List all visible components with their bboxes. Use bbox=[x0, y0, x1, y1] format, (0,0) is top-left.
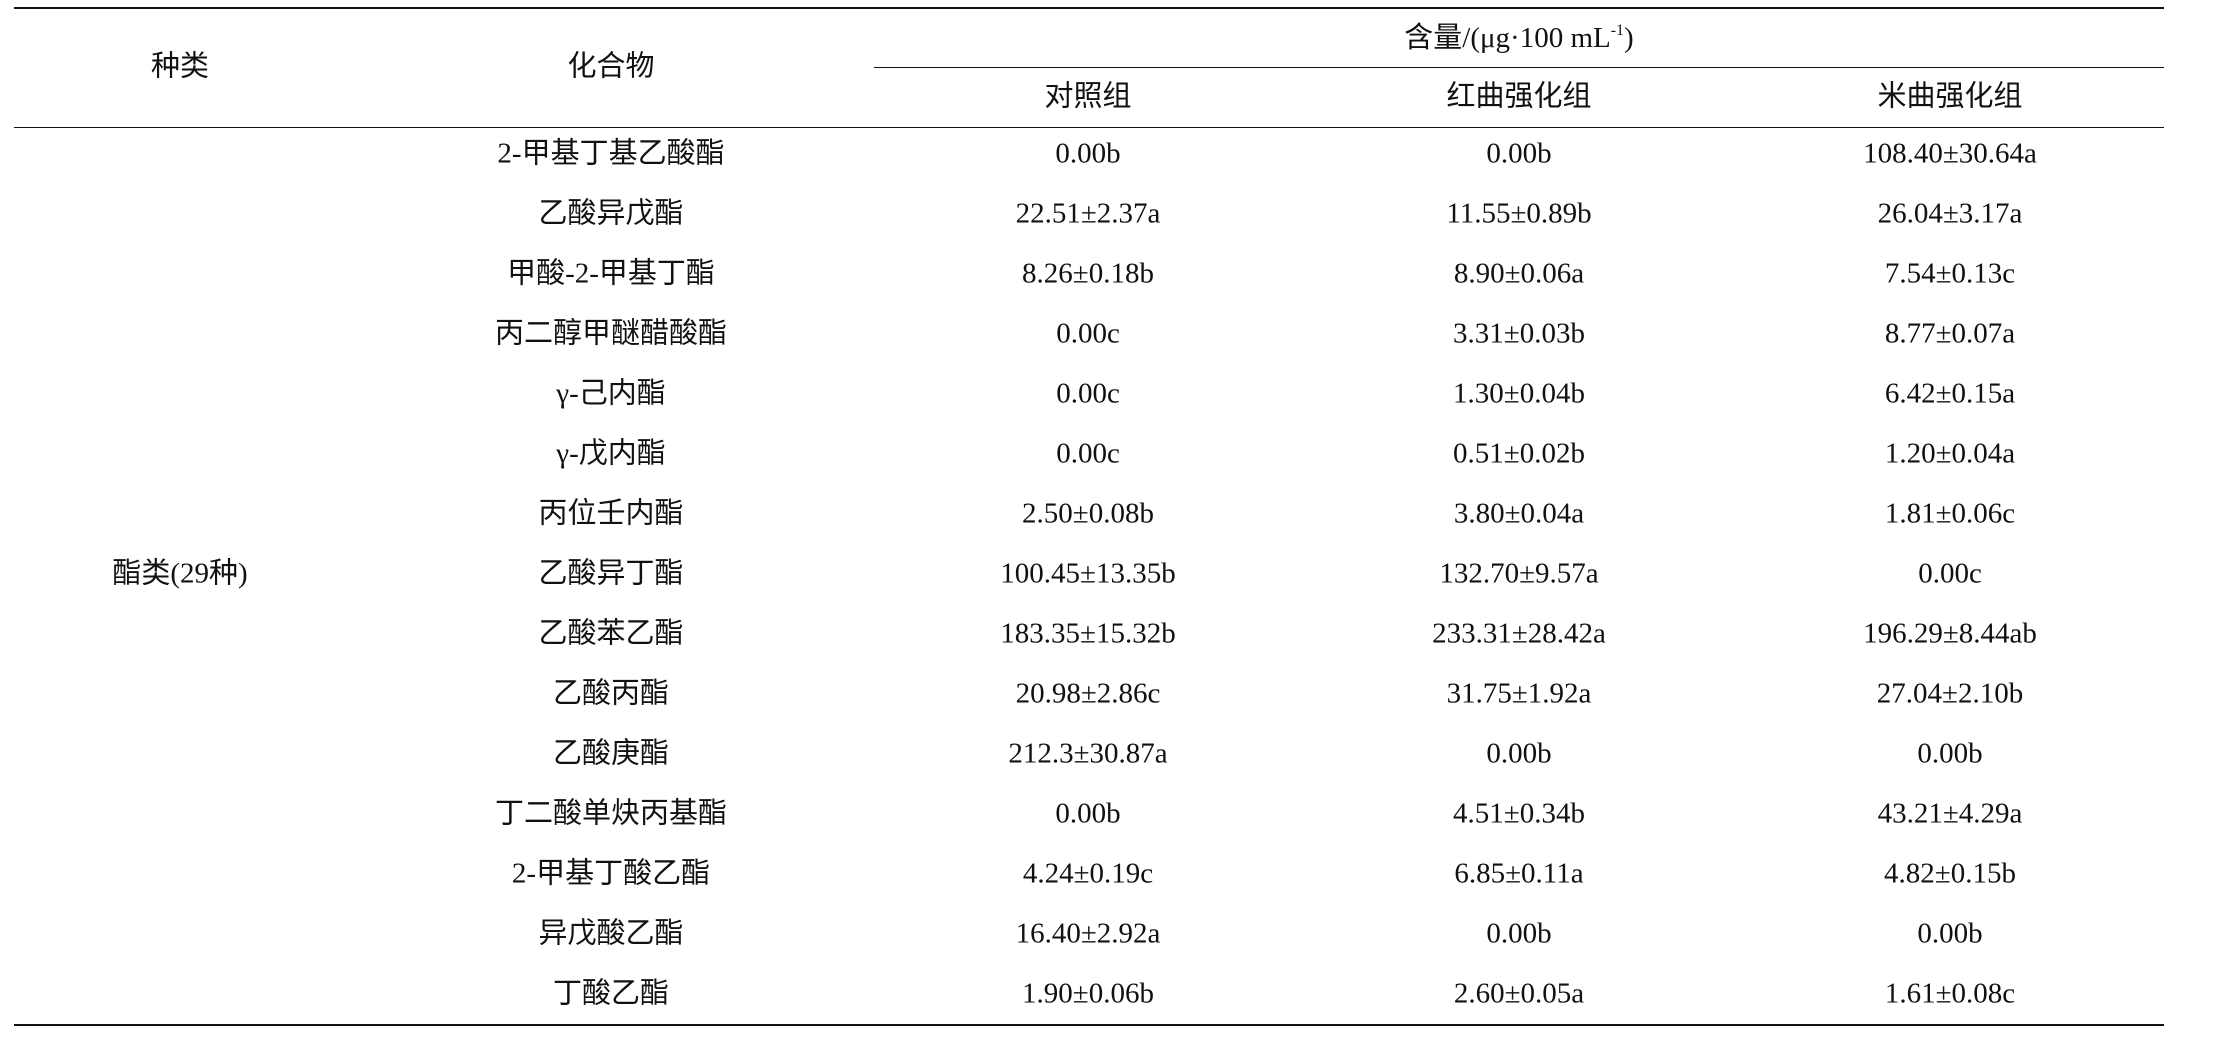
value-cell: 1.61±0.08c bbox=[1884, 977, 2016, 1010]
value-cell: 20.98±2.86c bbox=[1015, 677, 1161, 710]
value-cell: 0.00b bbox=[1917, 917, 1983, 950]
value-cell: 212.3±30.87a bbox=[1008, 737, 1168, 770]
compound-cell: 乙酸异丁酯 bbox=[538, 557, 684, 590]
value-cell: 16.40±2.92a bbox=[1015, 917, 1161, 950]
value-cell: 6.42±0.15a bbox=[1884, 377, 2016, 410]
group-header: 对照组 bbox=[1044, 80, 1132, 113]
value-cell: 2.50±0.08b bbox=[1022, 497, 1154, 530]
value-cell: 22.51±2.37a bbox=[1015, 197, 1161, 230]
value-cell: 31.75±1.92a bbox=[1446, 677, 1592, 710]
value-cell: 0.00b bbox=[1055, 137, 1121, 170]
category-cell: 酯类(29种) bbox=[112, 557, 248, 590]
compound-cell: 甲酸-2-甲基丁酯 bbox=[507, 257, 715, 290]
value-cell: 0.00c bbox=[1056, 437, 1120, 470]
value-cell: 7.54±0.13c bbox=[1884, 257, 2016, 290]
header-category: 种类 bbox=[150, 50, 210, 83]
value-cell: 43.21±4.29a bbox=[1877, 797, 2023, 830]
value-cell: 0.00c bbox=[1056, 317, 1120, 350]
value-cell: 4.51±0.34b bbox=[1453, 797, 1585, 830]
value-cell: 26.04±3.17a bbox=[1877, 197, 2023, 230]
bottom-rule bbox=[14, 1024, 2164, 1026]
compound-cell: 丁酸乙酯 bbox=[552, 977, 670, 1010]
header-content-sup: -1 bbox=[1610, 22, 1625, 39]
value-cell: 0.00b bbox=[1486, 137, 1552, 170]
compound-cell: 乙酸庚酯 bbox=[552, 737, 670, 770]
value-cell: 1.90±0.06b bbox=[1022, 977, 1154, 1010]
value-cell: 132.70±9.57a bbox=[1439, 557, 1599, 590]
compound-cell: 异戊酸乙酯 bbox=[538, 917, 684, 950]
value-cell: 8.90±0.06a bbox=[1453, 257, 1585, 290]
compound-cell: γ-己内酯 bbox=[556, 377, 666, 410]
value-cell: 8.26±0.18b bbox=[1022, 257, 1154, 290]
value-cell: 1.30±0.04b bbox=[1453, 377, 1585, 410]
compound-cell: 乙酸丙酯 bbox=[552, 677, 670, 710]
compound-cell: 2-甲基丁基乙酸酯 bbox=[497, 137, 725, 170]
header-compound: 化合物 bbox=[567, 50, 655, 83]
value-cell: 0.00b bbox=[1917, 737, 1983, 770]
value-cell: 27.04±2.10b bbox=[1876, 677, 2024, 710]
compound-cell: 丙二醇甲醚醋酸酯 bbox=[494, 317, 728, 350]
value-cell: 3.80±0.04a bbox=[1453, 497, 1585, 530]
value-cell: 4.82±0.15b bbox=[1884, 857, 2016, 890]
value-cell: 100.45±13.35b bbox=[1000, 557, 1176, 590]
group-rule bbox=[874, 67, 2164, 68]
value-cell: 0.00c bbox=[1918, 557, 1982, 590]
value-cell: 233.31±28.42a bbox=[1432, 617, 1606, 650]
group-header: 米曲强化组 bbox=[1877, 80, 2023, 113]
value-cell: 0.00b bbox=[1055, 797, 1121, 830]
value-cell: 2.60±0.05a bbox=[1453, 977, 1585, 1010]
value-cell: 1.20±0.04a bbox=[1884, 437, 2016, 470]
value-cell: 196.29±8.44ab bbox=[1863, 617, 2037, 650]
value-cell: 8.77±0.07a bbox=[1884, 317, 2016, 350]
value-cell: 4.24±0.19c bbox=[1022, 857, 1154, 890]
value-cell: 0.00c bbox=[1056, 377, 1120, 410]
compound-cell: γ-戊内酯 bbox=[556, 437, 666, 470]
group-header: 红曲强化组 bbox=[1446, 80, 1592, 113]
top-rule bbox=[14, 7, 2164, 9]
header-content-text: 含量/(μg·100 mL bbox=[1404, 22, 1611, 54]
value-cell: 0.00b bbox=[1486, 917, 1552, 950]
compound-cell: 丙位壬内酯 bbox=[538, 497, 684, 530]
header-content: 含量/(μg·100 mL-1) bbox=[1404, 23, 1633, 53]
header-rule bbox=[14, 127, 2164, 128]
value-cell: 0.00b bbox=[1486, 737, 1552, 770]
value-cell: 183.35±15.32b bbox=[1000, 617, 1176, 650]
value-cell: 0.51±0.02b bbox=[1453, 437, 1585, 470]
value-cell: 3.31±0.03b bbox=[1453, 317, 1585, 350]
value-cell: 108.40±30.64a bbox=[1863, 137, 2037, 170]
compound-cell: 2-甲基丁酸乙酯 bbox=[511, 857, 711, 890]
value-cell: 6.85±0.11a bbox=[1454, 857, 1584, 890]
value-cell: 1.81±0.06c bbox=[1884, 497, 2016, 530]
value-cell: 11.55±0.89b bbox=[1446, 197, 1592, 230]
compound-cell: 丁二酸单炔丙基酯 bbox=[494, 797, 728, 830]
header-content-close: ) bbox=[1624, 22, 1634, 54]
compound-cell: 乙酸异戊酯 bbox=[538, 197, 684, 230]
compound-cell: 乙酸苯乙酯 bbox=[538, 617, 684, 650]
